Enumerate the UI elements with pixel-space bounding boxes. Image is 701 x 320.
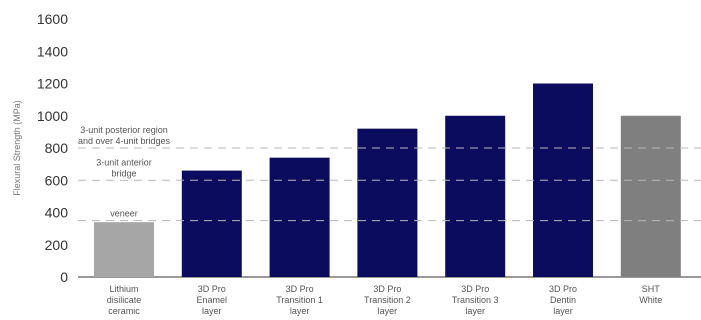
y-tick-label: 1400: [37, 43, 68, 59]
reference-line-label: 3-unit posterior region: [80, 125, 168, 135]
x-tick-label: Transition 2: [364, 295, 411, 305]
x-tick-label: Dentin: [550, 295, 576, 305]
reference-line-label: 3-unit anterior: [96, 157, 152, 167]
x-tick-label: Lithium: [109, 284, 138, 294]
x-tick-label: Transition 1: [276, 295, 323, 305]
x-tick-label: 3D Pro: [198, 284, 226, 294]
x-tick-label: White: [639, 295, 662, 305]
x-tick-label: disilicate: [107, 295, 142, 305]
y-tick-label: 0: [60, 269, 68, 285]
reference-line-label: bridge: [111, 168, 136, 178]
bar: [94, 222, 154, 277]
bar: [269, 157, 330, 277]
x-tick-label: Enamel: [197, 295, 228, 305]
y-tick-label: 600: [45, 172, 69, 188]
x-tick-label: layer: [553, 306, 573, 316]
x-tick-label: 3D Pro: [549, 284, 577, 294]
bar: [445, 115, 506, 277]
x-tick-label: SHT: [642, 284, 661, 294]
x-tick-label: ceramic: [108, 306, 140, 316]
bar: [181, 170, 242, 277]
x-tick-label: layer: [290, 306, 310, 316]
bar: [620, 115, 681, 277]
y-tick-label: 800: [45, 140, 69, 156]
y-tick-label: 1000: [37, 108, 68, 124]
x-tick-label: Transition 3: [452, 295, 499, 305]
x-tick-label: layer: [378, 306, 398, 316]
x-tick-label: 3D Pro: [286, 284, 314, 294]
y-tick-label: 1600: [37, 11, 68, 27]
y-tick-label: 1200: [37, 76, 68, 92]
x-tick-label: layer: [202, 306, 222, 316]
y-tick-label: 200: [45, 237, 69, 253]
x-tick-label: layer: [465, 306, 485, 316]
bar: [357, 128, 418, 277]
reference-line-label: and over 4-unit bridges: [78, 136, 171, 146]
y-axis-label: Flexural Strength (MPa): [12, 100, 22, 196]
reference-line-label: veneer: [110, 209, 138, 219]
y-tick-label: 400: [45, 205, 69, 221]
x-tick-label: 3D Pro: [373, 284, 401, 294]
x-tick-label: 3D Pro: [461, 284, 489, 294]
